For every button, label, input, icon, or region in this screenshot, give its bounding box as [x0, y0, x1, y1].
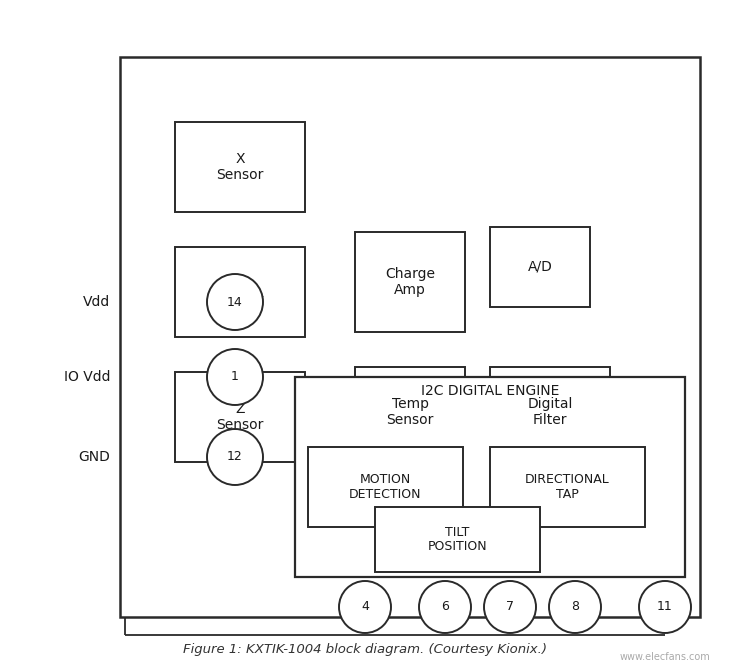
Text: I2C DIGITAL ENGINE: I2C DIGITAL ENGINE [420, 384, 559, 398]
Bar [175, 247, 305, 337]
Text: TILT
POSITION: TILT POSITION [428, 526, 488, 554]
Text: 12: 12 [227, 450, 243, 464]
Text: Temp
Sensor: Temp Sensor [386, 397, 434, 427]
Text: IO Vdd: IO Vdd [64, 370, 110, 384]
Text: 11: 11 [657, 601, 673, 614]
Text: Z
Sensor: Z Sensor [216, 402, 264, 432]
Circle shape [549, 581, 601, 633]
Bar [490, 227, 590, 307]
Circle shape [339, 581, 391, 633]
Text: GND: GND [78, 450, 110, 464]
Bar [175, 372, 305, 462]
Text: Figure 1: KXTIK-1004 block diagram. (Courtesy Kionix.): Figure 1: KXTIK-1004 block diagram. (Cou… [183, 644, 547, 657]
Text: Vdd: Vdd [82, 295, 110, 309]
Text: 8: 8 [571, 601, 579, 614]
Circle shape [419, 581, 471, 633]
Bar [120, 57, 700, 617]
Text: 6: 6 [441, 601, 449, 614]
Circle shape [484, 581, 536, 633]
Bar [490, 367, 610, 457]
Circle shape [639, 581, 691, 633]
Bar [308, 447, 463, 527]
Circle shape [207, 349, 263, 405]
Text: www.elecfans.com: www.elecfans.com [619, 652, 710, 662]
Bar [295, 377, 685, 577]
Circle shape [207, 429, 263, 485]
Text: 14: 14 [227, 296, 243, 308]
Text: X
Sensor: X Sensor [216, 152, 264, 182]
Text: 7: 7 [506, 601, 514, 614]
Bar [490, 447, 645, 527]
Text: Charge
Amp: Charge Amp [385, 267, 435, 297]
Text: DIRECTIONAL
TAP: DIRECTIONAL TAP [525, 473, 610, 501]
Text: Y
Sensor: Y Sensor [216, 277, 264, 307]
Bar [355, 232, 465, 332]
Text: 1: 1 [231, 370, 239, 384]
Text: A/D: A/D [528, 260, 553, 274]
Bar [355, 367, 465, 457]
Bar [175, 122, 305, 212]
Text: Digital
Filter: Digital Filter [527, 397, 573, 427]
Text: 4: 4 [361, 601, 369, 614]
Text: MOTION
DETECTION: MOTION DETECTION [349, 473, 422, 501]
Circle shape [207, 274, 263, 330]
Bar [375, 507, 540, 572]
